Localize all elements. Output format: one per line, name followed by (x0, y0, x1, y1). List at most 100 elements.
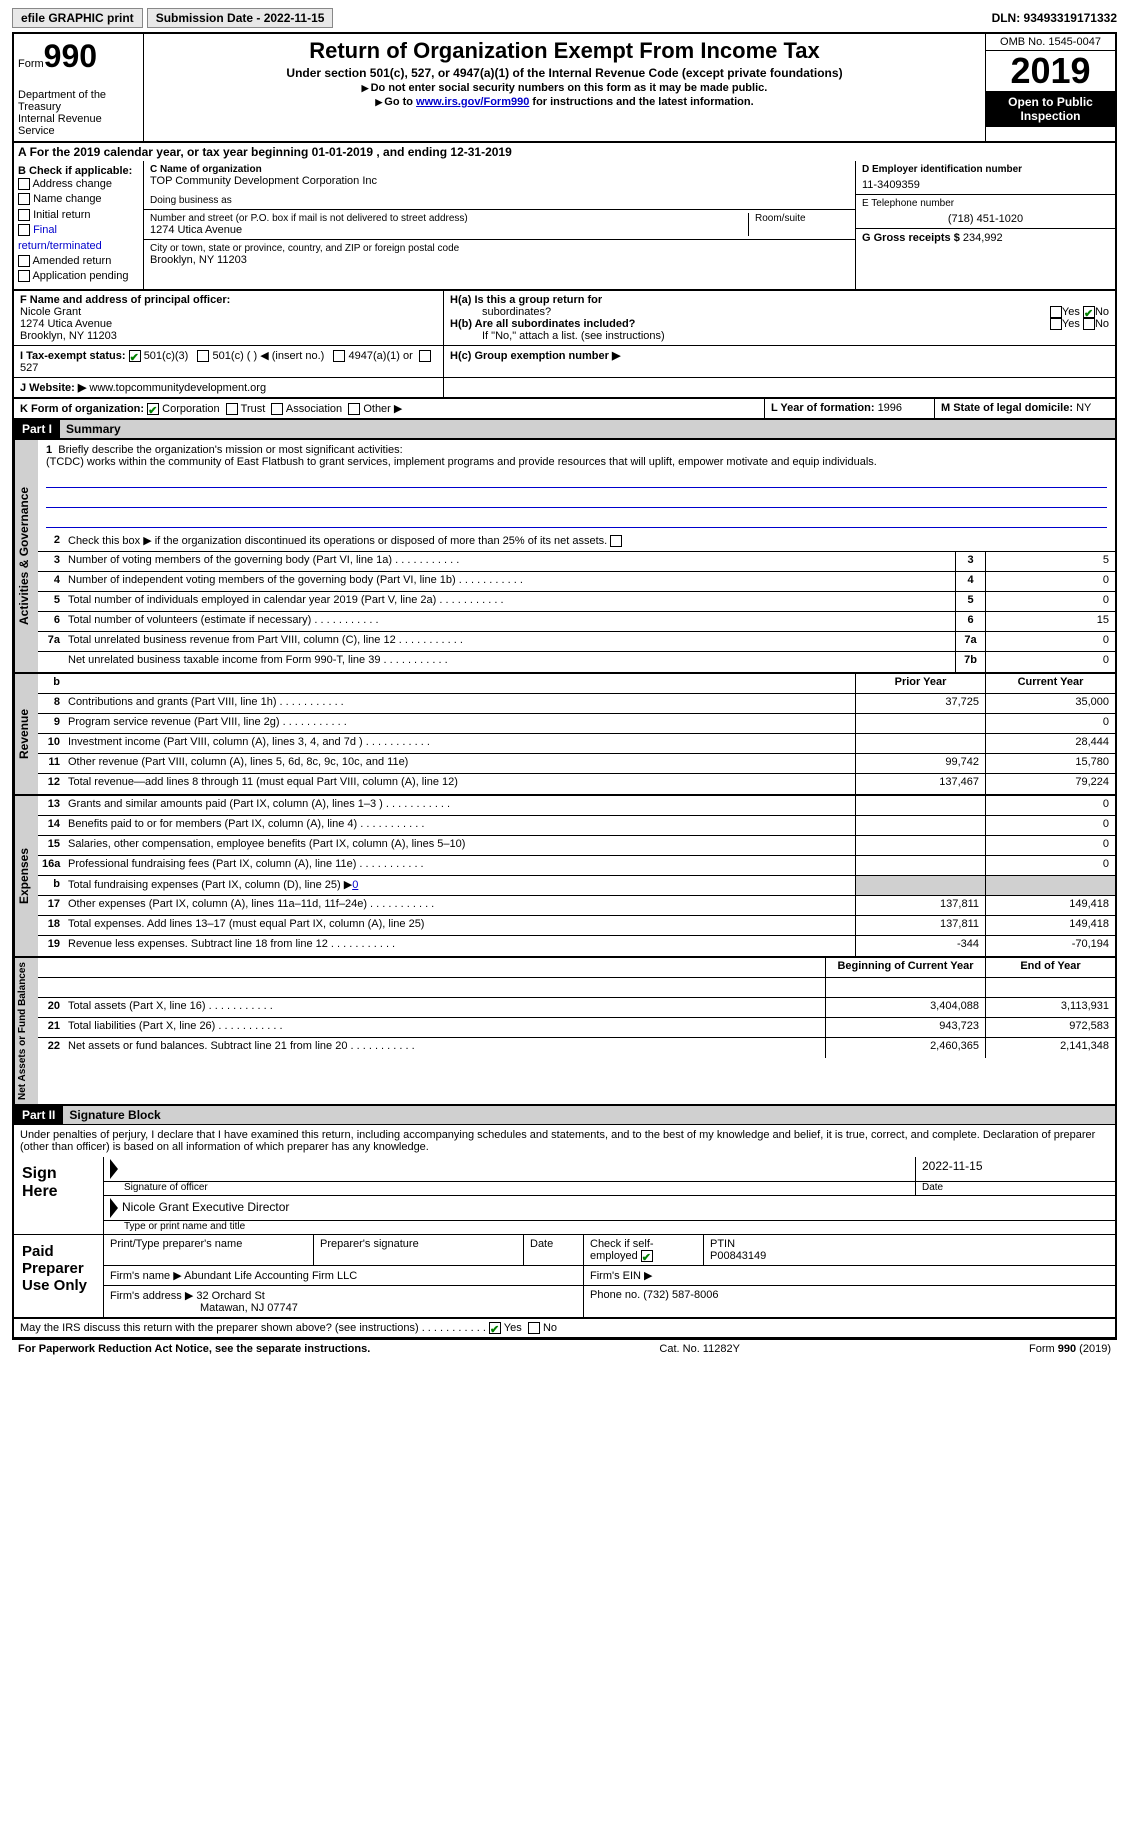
cb-amended[interactable]: Amended return (18, 254, 139, 269)
line-8: Contributions and grants (Part VIII, lin… (64, 694, 855, 713)
cb-selfemployed[interactable] (641, 1250, 653, 1262)
section-f: F Name and address of principal officer:… (14, 291, 444, 345)
end-year-header: End of Year (985, 958, 1115, 977)
officer-name: Nicole Grant Executive Director (122, 1200, 289, 1214)
hb-yes[interactable] (1050, 318, 1062, 330)
prep-sig-col: Preparer's signature (314, 1235, 524, 1265)
efile-print-button[interactable]: efile GRAPHIC print (12, 8, 143, 28)
form-990-label: Form990 (18, 38, 139, 75)
current-year-header: Current Year (985, 674, 1115, 693)
prep-ptin: PTINP00843149 (704, 1235, 1115, 1265)
paperwork-notice: For Paperwork Reduction Act Notice, see … (18, 1343, 370, 1355)
firm-ein: Firm's EIN ▶ (584, 1266, 1115, 1285)
note-link: Go to www.irs.gov/Form990 for instructio… (148, 96, 981, 108)
irs-link[interactable]: www.irs.gov/Form990 (416, 96, 529, 108)
firm-name: Firm's name ▶ Abundant Life Accounting F… (104, 1266, 584, 1285)
cb-initial-return[interactable]: Initial return (18, 208, 139, 223)
sidebar-netassets: Net Assets or Fund Balances (14, 958, 38, 1104)
sig-officer-label: Signature of officer (104, 1182, 915, 1195)
line-21: Total liabilities (Part X, line 26) (64, 1018, 825, 1037)
cb-4947[interactable] (333, 350, 345, 362)
line-14: Benefits paid to or for members (Part IX… (64, 816, 855, 835)
paid-preparer-label: Paid Preparer Use Only (14, 1235, 104, 1317)
line-18: Total expenses. Add lines 13–17 (must eq… (64, 916, 855, 935)
cb-name-change[interactable]: Name change (18, 192, 139, 207)
line-4: Number of independent voting members of … (64, 572, 955, 591)
sig-arrow-icon (110, 1159, 118, 1179)
line-16a: Professional fundraising fees (Part IX, … (64, 856, 855, 875)
line-2: Check this box ▶ if the organization dis… (64, 532, 1115, 551)
line-22: Net assets or fund balances. Subtract li… (64, 1038, 825, 1058)
address-row: Number and street (or P.O. box if mail i… (144, 210, 855, 240)
public-inspection: Open to Public Inspection (986, 91, 1115, 127)
begin-year-header: Beginning of Current Year (825, 958, 985, 977)
part1-header: Part I (14, 420, 60, 438)
top-bar: efile GRAPHIC print Submission Date - 20… (12, 8, 1117, 28)
penalty-statement: Under penalties of perjury, I declare th… (12, 1125, 1117, 1157)
part2-header: Part II (14, 1106, 63, 1124)
cb-527[interactable] (419, 350, 431, 362)
cb-address-change[interactable]: Address change (18, 177, 139, 192)
prep-name-col: Print/Type preparer's name (104, 1235, 314, 1265)
cb-501c[interactable] (197, 350, 209, 362)
row-a-tax-year: A For the 2019 calendar year, or tax yea… (12, 143, 1117, 161)
firm-address: Firm's address ▶ 32 Orchard StMatawan, N… (104, 1286, 584, 1317)
submission-date-button[interactable]: Submission Date - 2022-11-15 (147, 8, 334, 28)
omb-number: OMB No. 1545-0047 (986, 34, 1115, 51)
line-19: Revenue less expenses. Subtract line 18 … (64, 936, 855, 956)
sidebar-expenses: Expenses (14, 796, 38, 956)
gross-receipts: G Gross receipts $ 234,992 (856, 229, 1115, 247)
ha-yes[interactable] (1050, 306, 1062, 318)
line-9: Program service revenue (Part VIII, line… (64, 714, 855, 733)
type-name-label: Type or print name and title (104, 1221, 1115, 1234)
prep-date-col: Date (524, 1235, 584, 1265)
line-5: Total number of individuals employed in … (64, 592, 955, 611)
section-l: L Year of formation: 1996 (765, 399, 935, 418)
dln-label: DLN: 93493319171332 (992, 11, 1117, 25)
prep-selfemp: Check if self-employed (584, 1235, 704, 1265)
cb-trust[interactable] (226, 403, 238, 415)
line-17: Other expenses (Part IX, column (A), lin… (64, 896, 855, 915)
dept-label: Department of the Treasury Internal Reve… (18, 89, 139, 137)
sig-date: 2022-11-15 (915, 1157, 1115, 1181)
cb-final-return[interactable]: Final return/terminated (18, 223, 139, 254)
sidebar-governance: Activities & Governance (14, 440, 38, 672)
firm-phone: Phone no. (732) 587-8006 (584, 1286, 1115, 1317)
form-footer: Form 990 (2019) (1029, 1343, 1111, 1355)
section-b: B Check if applicable: Address change Na… (14, 161, 144, 289)
mission-block: 1 Briefly describe the organization's mi… (38, 440, 1115, 532)
section-j: J Website: ▶ www.topcommunitydevelopment… (14, 378, 444, 397)
ein-cell: D Employer identification number 11-3409… (856, 161, 1115, 195)
section-hc: H(c) Group exemption number ▶ (444, 346, 1115, 377)
sidebar-revenue: Revenue (14, 674, 38, 794)
cb-501c3[interactable] (129, 350, 141, 362)
hb-no[interactable] (1083, 318, 1095, 330)
cb-other[interactable] (348, 403, 360, 415)
cb-discuss-yes[interactable] (489, 1322, 501, 1334)
line-7a: Total unrelated business revenue from Pa… (64, 632, 955, 651)
sig-date-label: Date (915, 1182, 1115, 1195)
section-m: M State of legal domicile: NY (935, 399, 1115, 418)
cb-discuss-no[interactable] (528, 1322, 540, 1334)
line-3: Number of voting members of the governin… (64, 552, 955, 571)
section-h: H(a) Is this a group return for subordin… (444, 291, 1115, 345)
org-name-cell: C Name of organization TOP Community Dev… (144, 161, 855, 210)
line-16b: Total fundraising expenses (Part IX, col… (64, 876, 855, 895)
line-12: Total revenue—add lines 8 through 11 (mu… (64, 774, 855, 794)
line-15: Salaries, other compensation, employee b… (64, 836, 855, 855)
ha-no[interactable] (1083, 306, 1095, 318)
part1-title: Summary (60, 420, 1115, 438)
cb-pending[interactable]: Application pending (18, 269, 139, 284)
cb-assoc[interactable] (271, 403, 283, 415)
discuss-question: May the IRS discuss this return with the… (20, 1322, 557, 1334)
cat-no: Cat. No. 11282Y (659, 1343, 740, 1355)
line-11: Other revenue (Part VIII, column (A), li… (64, 754, 855, 773)
line-6: Total number of volunteers (estimate if … (64, 612, 955, 631)
sign-here-label: Sign Here (14, 1157, 104, 1234)
tax-year: 2019 (986, 51, 1115, 91)
line-7b: Net unrelated business taxable income fr… (64, 652, 955, 672)
part2-title: Signature Block (63, 1106, 1115, 1124)
cb-discontinued[interactable] (610, 535, 622, 547)
city-cell: City or town, state or province, country… (144, 240, 855, 269)
cb-corp[interactable] (147, 403, 159, 415)
